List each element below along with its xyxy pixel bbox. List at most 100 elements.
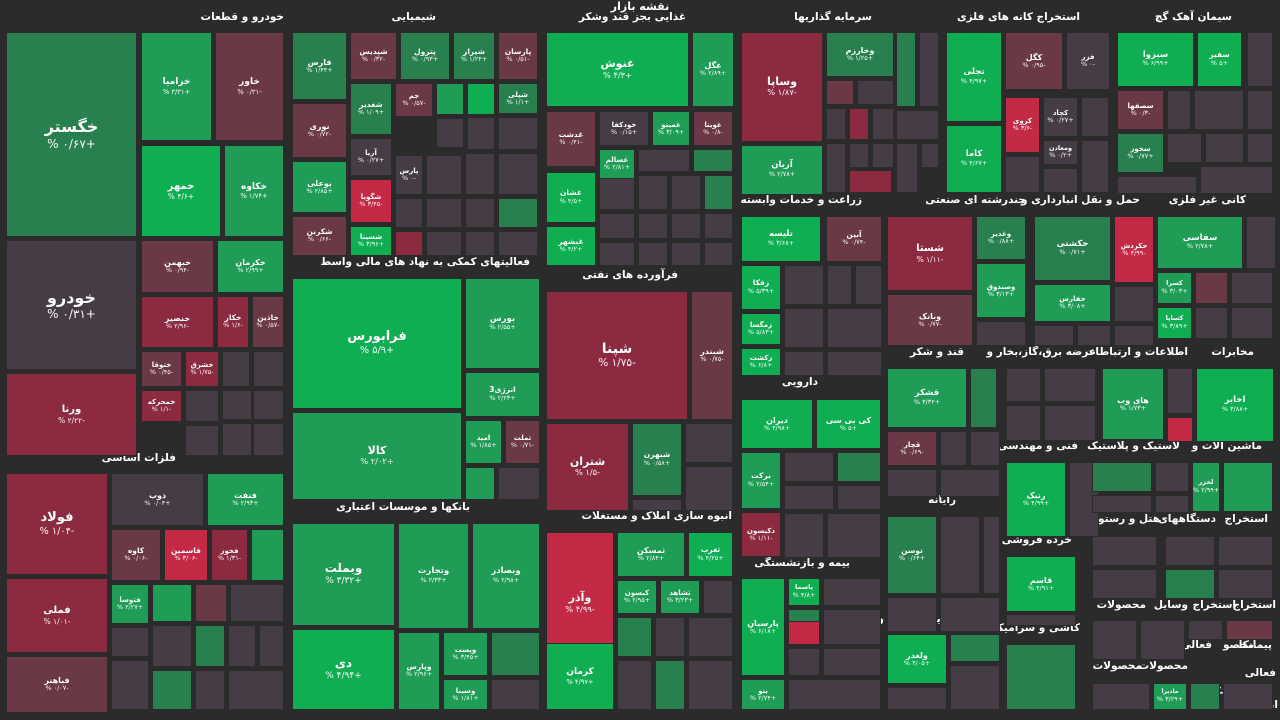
treemap-cell[interactable]: [1188, 620, 1223, 640]
treemap-cell[interactable]: [688, 660, 733, 710]
symbol-tile[interactable]: شپنا -۱/۷۵ %: [546, 291, 688, 420]
treemap-cell[interactable]: [111, 660, 149, 710]
treemap-cell[interactable]: [222, 423, 252, 456]
treemap-cell[interactable]: [887, 469, 937, 497]
symbol-tile[interactable]: دی +۴/۹۴ %: [292, 629, 395, 710]
symbol-tile[interactable]: خمهر +۴/۶ %: [141, 145, 221, 237]
treemap-cell[interactable]: [921, 143, 939, 168]
treemap-cell[interactable]: [655, 617, 685, 657]
treemap-cell[interactable]: [436, 83, 464, 115]
symbol-tile[interactable]: توسن +۰/۶۴ %: [887, 516, 937, 594]
symbol-tile[interactable]: وسینا +۱/۸۱ %: [443, 679, 488, 710]
treemap-cell[interactable]: [685, 466, 733, 511]
symbol-tile[interactable]: انرژی3 +۲/۲۳ %: [465, 372, 540, 417]
treemap-cell[interactable]: [426, 198, 462, 228]
symbol-tile[interactable]: ثمسکن +۲/۸۴ %: [617, 532, 685, 577]
symbol-tile[interactable]: شکربن -۰/۶۶ %: [292, 216, 347, 256]
treemap-cell[interactable]: [950, 634, 1000, 662]
treemap-cell[interactable]: [228, 670, 284, 710]
treemap-cell[interactable]: [467, 83, 495, 115]
symbol-tile[interactable]: فنفت +۲/۹۳ %: [207, 473, 284, 526]
treemap-cell[interactable]: [1077, 325, 1111, 346]
treemap-cell[interactable]: [950, 665, 1000, 710]
treemap-cell[interactable]: [465, 231, 495, 256]
symbol-tile[interactable]: خنصیر -۲/۹۶ %: [141, 296, 214, 348]
symbol-tile[interactable]: زفکا +۵/۳۹ %: [741, 265, 781, 310]
treemap-cell[interactable]: [655, 660, 685, 710]
symbol-tile[interactable]: شیراز +۱/۲۴ %: [453, 32, 495, 80]
treemap-cell[interactable]: [222, 390, 252, 420]
treemap-cell[interactable]: [395, 198, 423, 228]
treemap-cell[interactable]: [638, 213, 668, 239]
treemap-cell[interactable]: [976, 321, 1026, 346]
symbol-tile[interactable]: شپدیس -۰/۳۲ %: [350, 32, 397, 80]
treemap-cell[interactable]: [704, 213, 733, 239]
treemap-cell[interactable]: [230, 584, 284, 622]
symbol-tile[interactable]: خکاوه +۱/۷۴ %: [224, 145, 284, 237]
treemap-cell[interactable]: [632, 499, 682, 511]
treemap-cell[interactable]: [823, 648, 881, 676]
symbol-tile[interactable]: فخوز -۱/۳۱ %: [211, 529, 248, 581]
treemap-cell[interactable]: [784, 485, 834, 510]
symbol-tile[interactable]: اخابر +۳/۸۸ %: [1196, 368, 1274, 442]
treemap-cell[interactable]: [849, 108, 869, 140]
treemap-cell[interactable]: [872, 108, 894, 140]
symbol-tile[interactable]: بورس +۲/۵۵ %: [465, 278, 540, 369]
treemap-cell[interactable]: [896, 110, 939, 140]
symbol-tile[interactable]: فباهنر -۰/۰۷ %: [6, 656, 108, 713]
treemap-cell[interactable]: [1226, 620, 1273, 640]
symbol-tile[interactable]: شغدیر +۱/۰۹ %: [350, 83, 392, 135]
symbol-tile[interactable]: قچار -۰/۶۹ %: [887, 431, 937, 466]
treemap-cell[interactable]: [1081, 97, 1109, 137]
treemap-cell[interactable]: [617, 660, 652, 710]
treemap-cell[interactable]: [788, 621, 820, 645]
treemap-cell[interactable]: [426, 231, 462, 256]
treemap-cell[interactable]: [823, 609, 881, 645]
symbol-tile[interactable]: خزامیا +۳/۳۱ %: [141, 32, 212, 141]
treemap-cell[interactable]: [1092, 536, 1157, 566]
treemap-cell[interactable]: [638, 242, 668, 266]
treemap-cell[interactable]: [837, 452, 881, 482]
treemap-cell[interactable]: [498, 198, 538, 228]
symbol-tile[interactable]: کسرا +۳/۰۳ %: [1157, 272, 1192, 304]
treemap-cell[interactable]: [498, 231, 538, 256]
symbol-tile[interactable]: خشرق -۱/۷۵ %: [185, 351, 219, 387]
treemap-cell[interactable]: [195, 670, 225, 710]
symbol-tile[interactable]: جم -۰/۵۷ %: [395, 83, 433, 117]
treemap-cell[interactable]: [1092, 462, 1152, 492]
symbol-tile[interactable]: وبملت +۳/۳۲ %: [292, 523, 395, 626]
symbol-tile[interactable]: سبزوا +۶/۹۹ %: [1117, 32, 1194, 87]
treemap-cell[interactable]: [1043, 168, 1078, 193]
treemap-cell[interactable]: [1190, 683, 1220, 710]
treemap-cell[interactable]: [1092, 569, 1157, 599]
treemap-cell[interactable]: [498, 467, 540, 500]
symbol-tile[interactable]: وغدیر +۰/۸۸ %: [976, 216, 1026, 260]
treemap-cell[interactable]: [896, 32, 916, 107]
symbol-tile[interactable]: قاسم +۴/۹۱ %: [1006, 556, 1076, 612]
symbol-tile[interactable]: شپلی +۱/۱ %: [498, 83, 538, 114]
treemap-cell[interactable]: [1247, 90, 1273, 130]
symbol-tile[interactable]: وساپا -۱/۸۷ %: [741, 32, 823, 142]
treemap-cell[interactable]: [498, 153, 538, 195]
treemap-cell[interactable]: [491, 679, 540, 710]
treemap-cell[interactable]: [1200, 166, 1273, 194]
symbol-tile[interactable]: سفاسی +۲/۷۸ %: [1157, 216, 1243, 269]
symbol-tile[interactable]: ولغدر +۴/۰۵ %: [887, 634, 947, 684]
symbol-tile[interactable]: غسالم +۲/۸۱ %: [599, 149, 635, 179]
symbol-tile[interactable]: غبشهر +۴/۲ %: [546, 226, 596, 266]
treemap-cell[interactable]: [1044, 368, 1096, 402]
symbol-tile[interactable]: قشکر +۳/۳۲ %: [887, 368, 967, 428]
treemap-cell[interactable]: [940, 469, 1000, 497]
symbol-tile[interactable]: ختوقا -۰/۴۵ %: [141, 351, 182, 387]
symbol-tile[interactable]: برکت +۲/۵۴ %: [741, 452, 781, 509]
treemap-cell[interactable]: [426, 155, 462, 195]
treemap-cell[interactable]: [671, 213, 701, 239]
symbol-tile[interactable]: ورنا -۲/۲۲ %: [6, 373, 137, 456]
treemap-cell[interactable]: [185, 390, 219, 422]
symbol-tile[interactable]: زمگسا +۵/۸۳ %: [741, 313, 781, 345]
treemap-cell[interactable]: [1117, 176, 1197, 194]
treemap-cell[interactable]: [253, 351, 284, 387]
symbol-tile[interactable]: آبین -۰/۷۴ %: [826, 216, 882, 262]
symbol-tile[interactable]: کی بی سی +۵ %: [816, 399, 881, 449]
symbol-tile[interactable]: حکشتی +۰/۷۱ %: [1034, 216, 1111, 281]
